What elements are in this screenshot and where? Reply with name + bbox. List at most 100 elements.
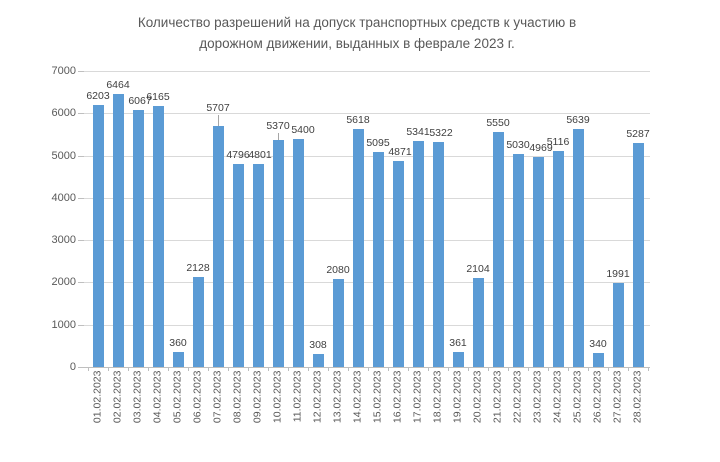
x-axis-tick-label: 28.02.2023	[631, 370, 644, 424]
x-axis-tick	[88, 368, 89, 371]
bar[interactable]	[472, 278, 484, 367]
bar[interactable]	[152, 106, 164, 367]
bar-value-label: 5030	[506, 139, 530, 151]
bar[interactable]	[192, 277, 204, 367]
bar-value-label: 360	[169, 337, 187, 349]
chart-title: Количество разрешений на допуск транспор…	[0, 12, 714, 54]
chart-title-line2: дорожном движении, выданных в феврале 20…	[199, 36, 515, 51]
x-axis-tick-label: 02.02.2023	[111, 370, 124, 424]
bar[interactable]	[112, 94, 124, 367]
bar[interactable]	[572, 129, 584, 367]
bar[interactable]	[132, 110, 144, 367]
bar[interactable]	[372, 152, 384, 367]
bar-value-label: 4871	[388, 146, 412, 158]
x-axis-tick-label: 10.02.2023	[271, 370, 284, 424]
bar-value-label: 5370	[266, 120, 290, 132]
bar-value-label: 6067	[128, 95, 152, 107]
bar[interactable]	[292, 139, 304, 367]
bar[interactable]	[212, 126, 224, 367]
label-leader-line	[278, 133, 279, 140]
x-axis-tick-label: 12.02.2023	[311, 370, 324, 424]
x-axis-tick	[268, 368, 269, 371]
x-axis-tick	[548, 368, 549, 371]
bar[interactable]	[352, 129, 364, 367]
x-axis-tick	[588, 368, 589, 371]
x-axis-tick	[368, 368, 369, 371]
y-axis-tick	[78, 113, 84, 114]
x-axis-tick	[528, 368, 529, 371]
x-axis-tick	[608, 368, 609, 371]
bar-value-label: 6464	[106, 79, 130, 91]
bar[interactable]	[252, 164, 264, 367]
bar[interactable]	[412, 141, 424, 367]
x-axis-tick-label: 16.02.2023	[391, 370, 404, 424]
x-axis-tick	[288, 368, 289, 371]
bar[interactable]	[612, 283, 624, 367]
x-axis-tick-label: 13.02.2023	[331, 370, 344, 424]
bar[interactable]	[552, 151, 564, 367]
bar[interactable]	[432, 142, 444, 367]
x-axis-line	[84, 367, 650, 368]
y-axis-tick	[78, 156, 84, 157]
x-axis-tick	[448, 368, 449, 371]
y-axis-tick-label: 3000	[51, 234, 76, 246]
label-leader-line	[218, 115, 219, 126]
y-axis-tick-label: 1000	[51, 319, 76, 331]
x-axis-tick	[248, 368, 249, 371]
gridline	[84, 71, 650, 72]
bar-value-label: 4969	[529, 142, 553, 154]
bar[interactable]	[232, 164, 244, 367]
bar-value-label: 2104	[466, 263, 490, 275]
y-axis-tick	[78, 240, 84, 241]
bar[interactable]	[332, 279, 344, 367]
gridline	[84, 240, 650, 241]
bar-value-label: 2080	[326, 264, 350, 276]
bar-value-label: 5116	[546, 136, 570, 148]
bar-value-label: 1991	[606, 268, 630, 280]
bar[interactable]	[172, 352, 184, 367]
bar[interactable]	[512, 154, 524, 367]
x-axis-tick	[108, 368, 109, 371]
bar-value-label: 5618	[346, 114, 370, 126]
x-axis-tick-label: 06.02.2023	[191, 370, 204, 424]
x-axis-tick-label: 07.02.2023	[211, 370, 224, 424]
x-axis-tick-label: 09.02.2023	[251, 370, 264, 424]
bar-value-label: 4796	[226, 149, 250, 161]
y-axis-tick	[78, 71, 84, 72]
bar[interactable]	[392, 161, 404, 367]
x-axis-tick-label: 15.02.2023	[371, 370, 384, 424]
x-axis-tick-label: 08.02.2023	[231, 370, 244, 424]
bar[interactable]	[592, 353, 604, 367]
bar[interactable]	[92, 105, 104, 367]
bar-value-label: 5095	[366, 137, 390, 149]
y-axis-tick-label: 4000	[51, 192, 76, 204]
x-axis-tick	[168, 368, 169, 371]
bar[interactable]	[452, 352, 464, 367]
bar-value-label: 4801	[248, 149, 272, 161]
bar[interactable]	[492, 132, 504, 367]
y-axis-tick	[78, 367, 84, 368]
x-axis-tick	[568, 368, 569, 371]
bar[interactable]	[312, 354, 324, 367]
bar[interactable]	[532, 157, 544, 367]
x-axis-tick-label: 21.02.2023	[491, 370, 504, 424]
x-axis-tick	[388, 368, 389, 371]
chart-title-line1: Количество разрешений на допуск транспор…	[137, 15, 577, 30]
x-axis-tick-label: 22.02.2023	[511, 370, 524, 424]
x-axis-tick	[508, 368, 509, 371]
x-axis-tick-label: 27.02.2023	[611, 370, 624, 424]
gridline	[84, 198, 650, 199]
x-axis-tick-label: 20.02.2023	[471, 370, 484, 424]
x-axis-tick	[188, 368, 189, 371]
x-axis-tick	[648, 368, 649, 371]
gridline	[84, 156, 650, 157]
x-axis-tick-label: 17.02.2023	[411, 370, 424, 424]
y-axis-tick-label: 7000	[51, 65, 76, 77]
x-axis-tick	[348, 368, 349, 371]
bar[interactable]	[272, 140, 284, 367]
gridline	[84, 282, 650, 283]
bar[interactable]	[632, 143, 644, 367]
bar-value-label: 340	[589, 338, 607, 350]
